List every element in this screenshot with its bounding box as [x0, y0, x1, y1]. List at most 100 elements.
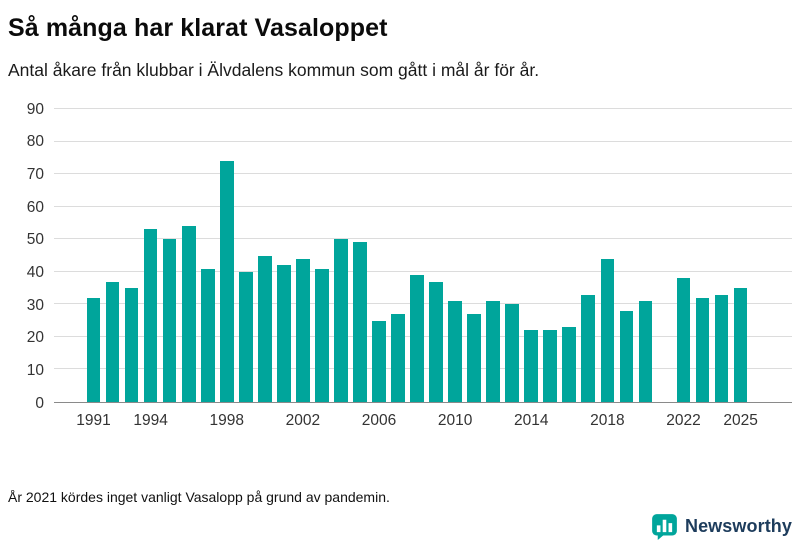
x-slot-1992: [103, 412, 122, 432]
bar-slot-1994: [141, 109, 160, 402]
x-slot-2007: [389, 412, 408, 432]
bar-2010: [448, 301, 462, 402]
bar-slot-1995: [160, 109, 179, 402]
bar-slot-2011: [465, 109, 484, 402]
bar-slot-2025: [731, 109, 750, 402]
bar-slot-2007: [389, 109, 408, 402]
bar-chart: 0 10 20 30 40 50 60 70 80 90 1991 1994 1998 2002 2006…: [8, 101, 792, 432]
chart-title: Så många har klarat Vasaloppet: [8, 14, 388, 42]
bar-2001: [276, 265, 291, 402]
bar-1992: [105, 281, 120, 402]
bar-1993: [124, 288, 139, 402]
bar-2016: [562, 327, 577, 402]
brand-name: Newsworthy: [684, 516, 792, 536]
x-slot-2011: [465, 412, 484, 432]
y-tick-label: 70: [26, 165, 44, 183]
x-slot-1998: 1998: [209, 412, 243, 432]
bar-slot-2009: [427, 109, 446, 402]
x-slot-2022: 2022: [666, 412, 700, 432]
bar-2014: [524, 330, 539, 402]
bar-2011: [467, 314, 481, 402]
bar-slot-2004: [331, 109, 350, 402]
gridline: [54, 173, 792, 175]
x-slot-1999: [236, 412, 255, 432]
bar-chart-speech-bubble-icon: [652, 514, 677, 540]
x-slot-2012: [484, 412, 503, 432]
y-tick-label: 90: [26, 100, 44, 118]
bar-slot-2001: [274, 109, 293, 402]
chart-subtitle: Antal åkare från klubbar i Älvdalens kom…: [8, 60, 540, 80]
x-slot-2023: [693, 412, 712, 432]
bar-2006: [372, 320, 386, 402]
bar-1995: [162, 239, 177, 402]
x-slot-1991: 1991: [76, 412, 110, 432]
bar-slot-2003: [312, 109, 331, 402]
bar-2022: [676, 278, 691, 402]
bar-2012: [486, 301, 501, 402]
x-slot-2019: [617, 412, 636, 432]
bar-slot-1998: [217, 109, 236, 402]
bar-slot-2008: [408, 109, 427, 402]
bar-slot-1992: [103, 109, 122, 402]
x-slot-1994: 1994: [133, 412, 167, 432]
bar-2007: [391, 314, 405, 402]
bar-2025: [733, 288, 748, 402]
bar-slot-2020: [636, 109, 655, 402]
y-tick-label: 50: [26, 230, 44, 248]
x-slot-2004: [331, 412, 350, 432]
y-axis: 0 10 20 30 40 50 60 70 80 90: [8, 101, 54, 410]
x-tick-label: 2006: [361, 412, 397, 429]
bar-slot-2014: [522, 109, 541, 402]
bar-slot-2000: [255, 109, 274, 402]
plot-wrap: 1991 1994 1998 2002 2006 2010 2014 2018 2022 2025: [54, 108, 792, 432]
gridline: [54, 270, 792, 272]
bar-2017: [581, 294, 596, 402]
x-slot-2006: 2006: [362, 412, 396, 432]
y-tick-label: 20: [26, 328, 44, 346]
gridline: [54, 140, 792, 142]
x-tick-label: 2010: [437, 412, 473, 429]
x-tick-label: 2025: [723, 412, 758, 429]
x-slot-2010: 2010: [438, 412, 472, 432]
bar-slot-2006: [369, 109, 388, 402]
bar-2002: [296, 258, 310, 402]
bars: [54, 109, 792, 402]
x-slot-2025: 2025: [723, 412, 757, 432]
bar-slot-2015: [541, 109, 560, 402]
y-tick-label: 10: [26, 361, 44, 379]
bar-2000: [257, 255, 272, 402]
bar-slot-2016: [560, 109, 579, 402]
bar-slot-2002: [293, 109, 312, 402]
bar-slot-1997: [198, 109, 217, 402]
bar-1999: [238, 271, 253, 402]
bar-slot-1993: [122, 109, 141, 402]
bar-2004: [334, 239, 348, 402]
x-tick-label: 2018: [590, 412, 625, 429]
gridline: [54, 108, 792, 109]
bar-2013: [505, 304, 520, 402]
gridline: [54, 238, 792, 240]
bar-2024: [714, 294, 729, 402]
y-tick-label: 60: [26, 198, 44, 216]
y-tick-label: 30: [26, 296, 44, 314]
x-tick-label: 1994: [133, 412, 168, 429]
bar-slot-2010: [446, 109, 465, 402]
bar-slot-2024: [712, 109, 731, 402]
bar-2023: [695, 297, 710, 402]
x-slot-2002: 2002: [286, 412, 320, 432]
bar-2009: [429, 281, 443, 402]
bar-slot-2019: [617, 109, 636, 402]
bar-2019: [619, 310, 634, 402]
y-tick-label: 0: [35, 394, 44, 412]
bar-slot-2005: [350, 109, 369, 402]
bar-1998: [219, 161, 234, 402]
bar-slot-2018: [598, 109, 617, 402]
x-slot-2018: 2018: [590, 412, 624, 432]
x-slot-1995: [160, 412, 179, 432]
x-slot-2016: [560, 412, 579, 432]
y-tick-label: 80: [26, 132, 44, 150]
bar-slot-1996: [179, 109, 198, 402]
bar-2008: [410, 275, 424, 402]
footnote: År 2021 kördes inget vanligt Vasalopp på…: [8, 489, 390, 505]
